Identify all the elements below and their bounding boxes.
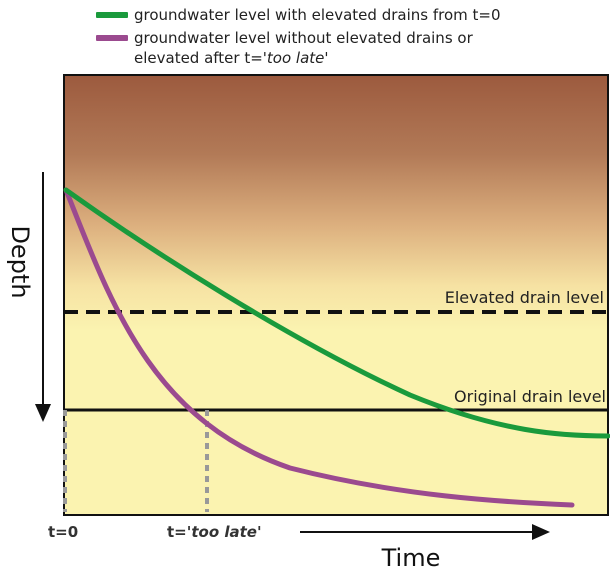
time-axis-label: Time <box>381 544 441 572</box>
time-axis-arrowhead <box>532 524 550 540</box>
elevated-drain-label: Elevated drain level <box>445 288 604 307</box>
diagram-frame <box>63 74 609 516</box>
legend-purple-line2-em: 'too late' <box>262 49 329 67</box>
green-groundwater-curve <box>63 187 610 439</box>
purple-groundwater-curve <box>63 187 575 508</box>
legend-green: groundwater level with elevated drains f… <box>96 6 501 24</box>
t0-label: t=0 <box>48 523 78 541</box>
legend-purple-line2-prefix: elevated after t= <box>134 49 263 67</box>
too-late-prefix: t= <box>167 523 187 541</box>
soil-background <box>64 75 608 515</box>
legend-purple-swatch <box>96 35 128 41</box>
original-drain-label: Original drain level <box>454 387 606 406</box>
legend-purple-label-line2: elevated after t='too late' <box>134 49 329 67</box>
depth-axis-label: Depth <box>6 225 34 298</box>
too-late-label: t='too late' <box>167 523 262 541</box>
legend-purple-line2: elevated after t='too late' <box>134 49 329 67</box>
too-late-em: 'too late' <box>187 523 262 541</box>
legend-purple: groundwater level without elevated drain… <box>96 29 473 47</box>
legend-green-swatch <box>96 12 128 18</box>
legend-green-label: groundwater level with elevated drains f… <box>134 6 501 24</box>
legend-purple-label-line1: groundwater level without elevated drain… <box>134 29 473 47</box>
depth-axis-arrowhead <box>35 404 51 422</box>
